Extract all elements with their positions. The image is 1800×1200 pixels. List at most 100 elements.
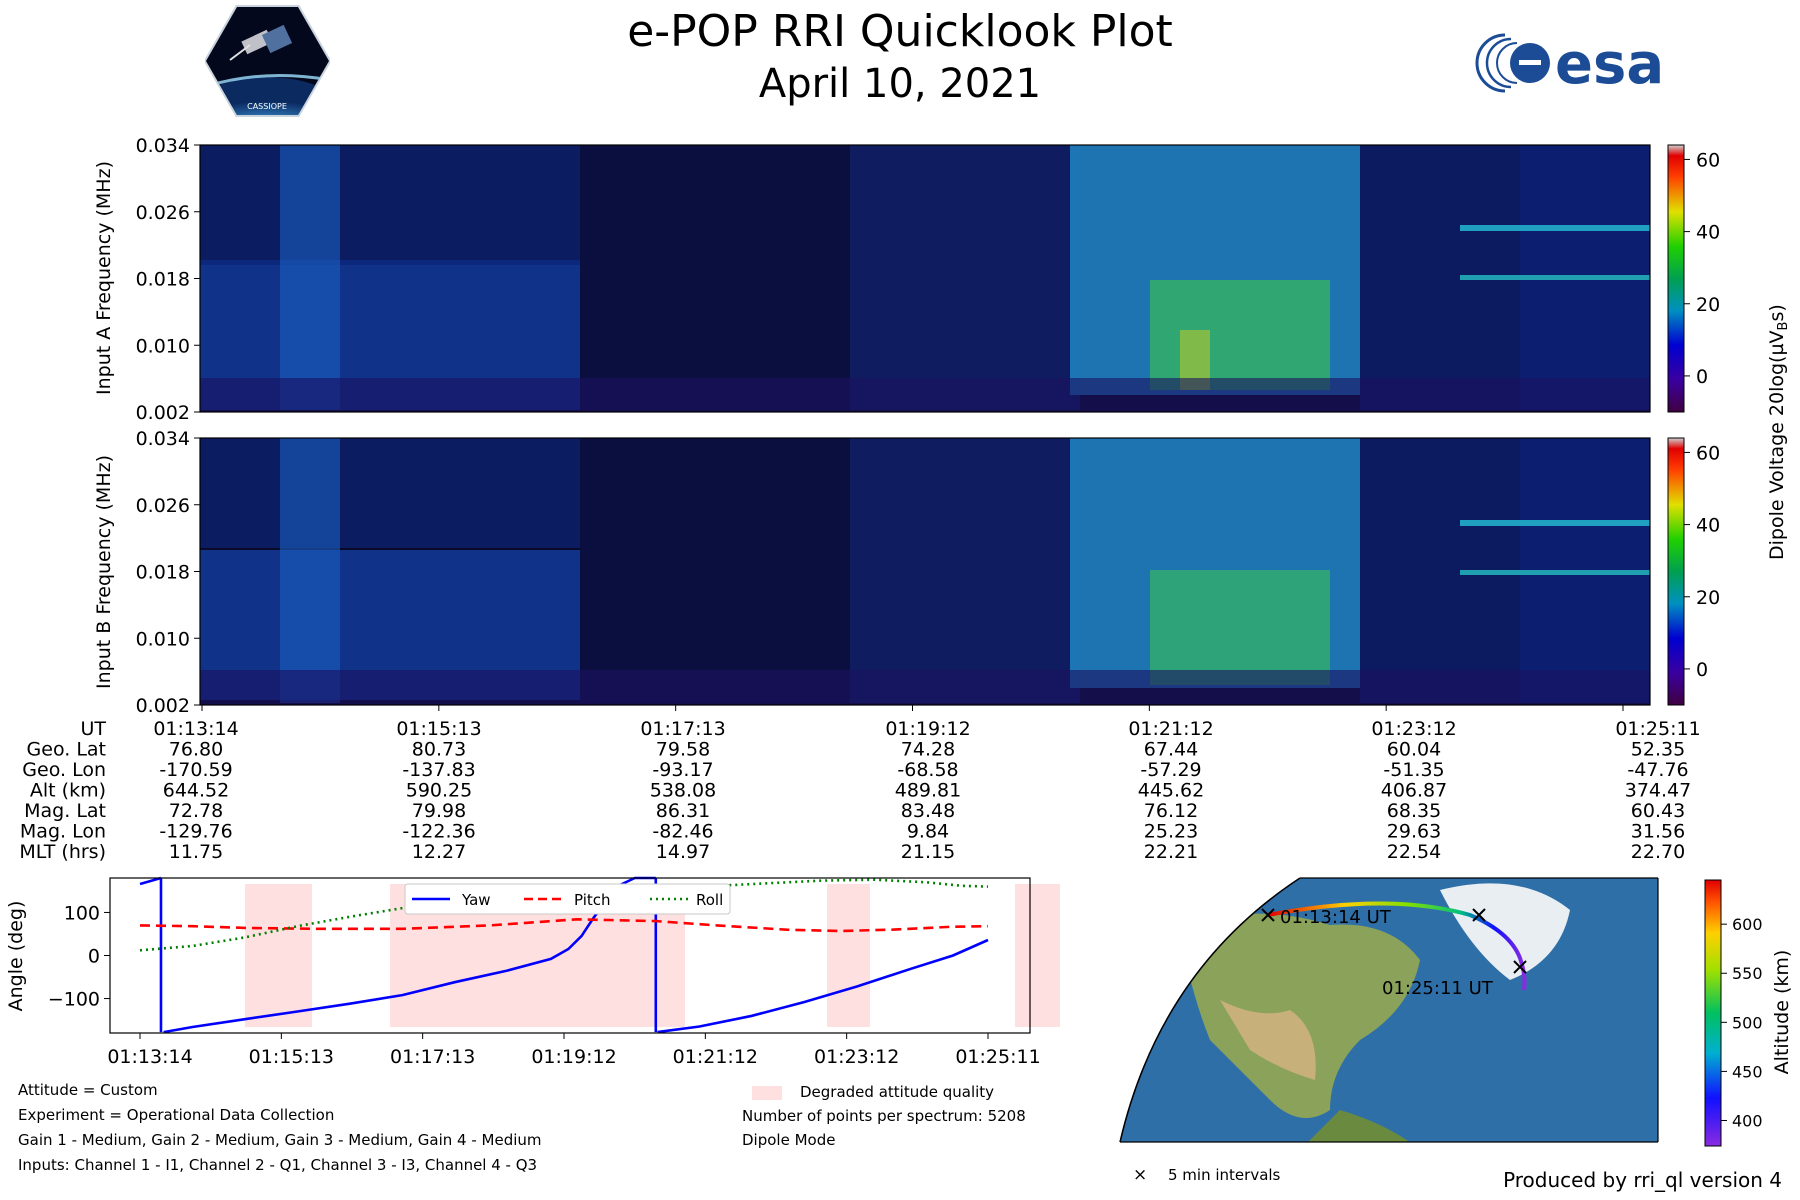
- spec-a-band-5: [850, 145, 1080, 410]
- legend-pitch-label: Pitch: [574, 891, 611, 909]
- attitude-ytick-label: 0: [88, 946, 100, 968]
- orbit-start-label: 01:13:14 UT: [1280, 907, 1392, 928]
- orbit-cell: 60.04: [1387, 739, 1441, 761]
- spec-a-ylabel: Input A Frequency (MHz): [93, 161, 115, 395]
- orbit-cell: 644.52: [163, 780, 229, 802]
- orbit-cell: 29.63: [1387, 821, 1441, 843]
- map-legend-label: 5 min intervals: [1168, 1166, 1281, 1184]
- orbit-cell: 01:15:13: [396, 718, 481, 740]
- orbit-map-basemap: [1120, 878, 1658, 1142]
- spec-b-band-3: [280, 438, 340, 703]
- orbit-cell: 79.98: [412, 800, 466, 822]
- series-yaw: [657, 938, 989, 1034]
- orbit-cell: -57.29: [1140, 759, 1201, 781]
- spec-b-band-5: [850, 438, 1080, 703]
- ytick-label: 0.026: [136, 202, 190, 224]
- orbit-cell: 538.08: [650, 780, 716, 802]
- spec-a-floor: [200, 378, 1650, 412]
- colorbar-tick-label: 40: [1696, 222, 1720, 244]
- attitude-ytick-label: −100: [48, 989, 100, 1011]
- orbit-cell: 72.78: [169, 800, 223, 822]
- spec-a-colorbar: [1667, 144, 1685, 413]
- ytick-label: 0.002: [136, 402, 190, 420]
- degraded-interval: [1015, 884, 1060, 1027]
- spec-a-band-2: [200, 145, 580, 265]
- spec-b-band-7: [1150, 570, 1330, 685]
- orbit-cell: 76.12: [1144, 800, 1198, 822]
- map-north-america: [1180, 913, 1420, 1118]
- orbit-row-label: UT: [80, 718, 106, 740]
- attitude-xtick-label: 01:25:11: [955, 1046, 1040, 1068]
- spec-b-colorbar-axis: 0 20 40 60: [1684, 442, 1720, 681]
- orbit-row-label: Mag. Lon: [20, 821, 106, 843]
- orbit-table: UT 01:13:14 01:15:13 01:17:13 01:19:12 01:21:…: [19, 718, 1700, 863]
- spec-b-band-4: [580, 438, 850, 703]
- altitude-tick-label: 600: [1732, 915, 1763, 934]
- cassiope-logo-text: CASSIOPE: [247, 102, 287, 111]
- orbit-cell: 76.80: [169, 739, 223, 761]
- altitude-tick-label: 450: [1732, 1062, 1763, 1081]
- spec-colorbar-label-text: Dipole Voltage 20log(µVBs): [1766, 304, 1791, 560]
- ytick-label: 0.010: [136, 628, 190, 650]
- cassiope-logo: CASSIOPE: [205, 5, 330, 117]
- orbit-marker-3: [1513, 960, 1527, 974]
- altitude-tick-label: 550: [1732, 964, 1763, 983]
- map-boundary-arc: [1119, 877, 1301, 1143]
- attitude-axes: −100 0 100 01:13:14 01:15:13 01:17:13 01:19:12…: [48, 902, 1041, 1068]
- orbit-cell: 80.73: [412, 739, 466, 761]
- page-title: e-POP RRI Quicklook Plot: [627, 6, 1173, 57]
- altitude-tick-label: 400: [1732, 1111, 1763, 1130]
- spec-b-colorbar: [1667, 437, 1685, 706]
- orbit-cell: 01:13:14: [153, 718, 238, 740]
- orbit-cell: 79.58: [656, 739, 710, 761]
- info-points: Number of points per spectrum: 5208: [742, 1107, 1026, 1125]
- spec-b-yaxis: 0.002 0.010 0.018 0.026 0.034: [136, 428, 200, 715]
- orbit-cell: 489.81: [895, 780, 961, 802]
- orbit-cell: -129.76: [159, 821, 232, 843]
- orbit-end-label: 01:25:11 UT: [1382, 978, 1494, 999]
- orbit-cell: -137.83: [402, 759, 475, 781]
- footer-credit: Produced by rri_ql version 4: [1503, 1168, 1782, 1192]
- orbit-cell: 68.35: [1387, 800, 1441, 822]
- spectrogram-a-chart: 0.002 0.010 0.018 0.026 0.034 Input A Freque…: [93, 135, 1720, 420]
- orbit-cell: -51.35: [1383, 759, 1444, 781]
- info-experiment: Experiment = Operational Data Collection: [18, 1106, 335, 1124]
- spectrogram-a-image: [200, 145, 1650, 412]
- orbit-cell: 14.97: [656, 841, 710, 863]
- degraded-interval: [827, 884, 870, 1027]
- attitude-chart: −100 0 100 01:13:14 01:15:13 01:17:13 01:19:12…: [5, 876, 1060, 1068]
- spectrogram-b-image: [200, 438, 1650, 705]
- info-inputs: Inputs: Channel 1 - I1, Channel 2 - Q1, …: [18, 1156, 538, 1174]
- series-yaw: [139, 876, 162, 886]
- orbit-cell: -122.36: [402, 821, 475, 843]
- orbit-cell: 406.87: [1381, 780, 1447, 802]
- orbit-cell: 52.35: [1631, 739, 1685, 761]
- spec-a-band-7: [1150, 280, 1330, 390]
- attitude-xtick-label: 01:19:12: [531, 1046, 616, 1068]
- orbit-cell: 374.47: [1625, 780, 1691, 802]
- spec-b-line-1: [1460, 520, 1650, 526]
- orbit-cell: 01:19:12: [885, 718, 970, 740]
- spec-b-line-2: [1460, 570, 1650, 575]
- orbit-cell: 12.27: [412, 841, 466, 863]
- orbit-cell: 21.15: [901, 841, 955, 863]
- ytick-label: 0.026: [136, 495, 190, 517]
- orbit-cell: 11.75: [169, 841, 223, 863]
- attitude-xtick-label: 01:23:12: [814, 1046, 899, 1068]
- ytick-label: 0.018: [136, 562, 190, 584]
- orbit-cell: 22.54: [1387, 841, 1441, 863]
- orbit-cell: 60.43: [1631, 800, 1685, 822]
- altitude-colorbar: [1704, 879, 1722, 1147]
- orbit-cell: -47.76: [1627, 759, 1688, 781]
- map-legend-marker: ×: [1133, 1165, 1148, 1185]
- attitude-xtick-label: 01:15:13: [249, 1046, 334, 1068]
- orbit-row-label: Mag. Lat: [24, 800, 106, 822]
- ytick-label: 0.034: [136, 135, 190, 157]
- attitude-xtick-label: 01:17:13: [390, 1046, 475, 1068]
- colorbar-tick-label: 60: [1696, 442, 1720, 464]
- colorbar-tick-label: 0: [1696, 659, 1708, 681]
- series-pitch: [139, 917, 989, 933]
- degraded-legend-swatch: [752, 1086, 782, 1100]
- orbit-cell: 22.70: [1631, 841, 1685, 863]
- orbit-row-label: Alt (km): [30, 780, 106, 802]
